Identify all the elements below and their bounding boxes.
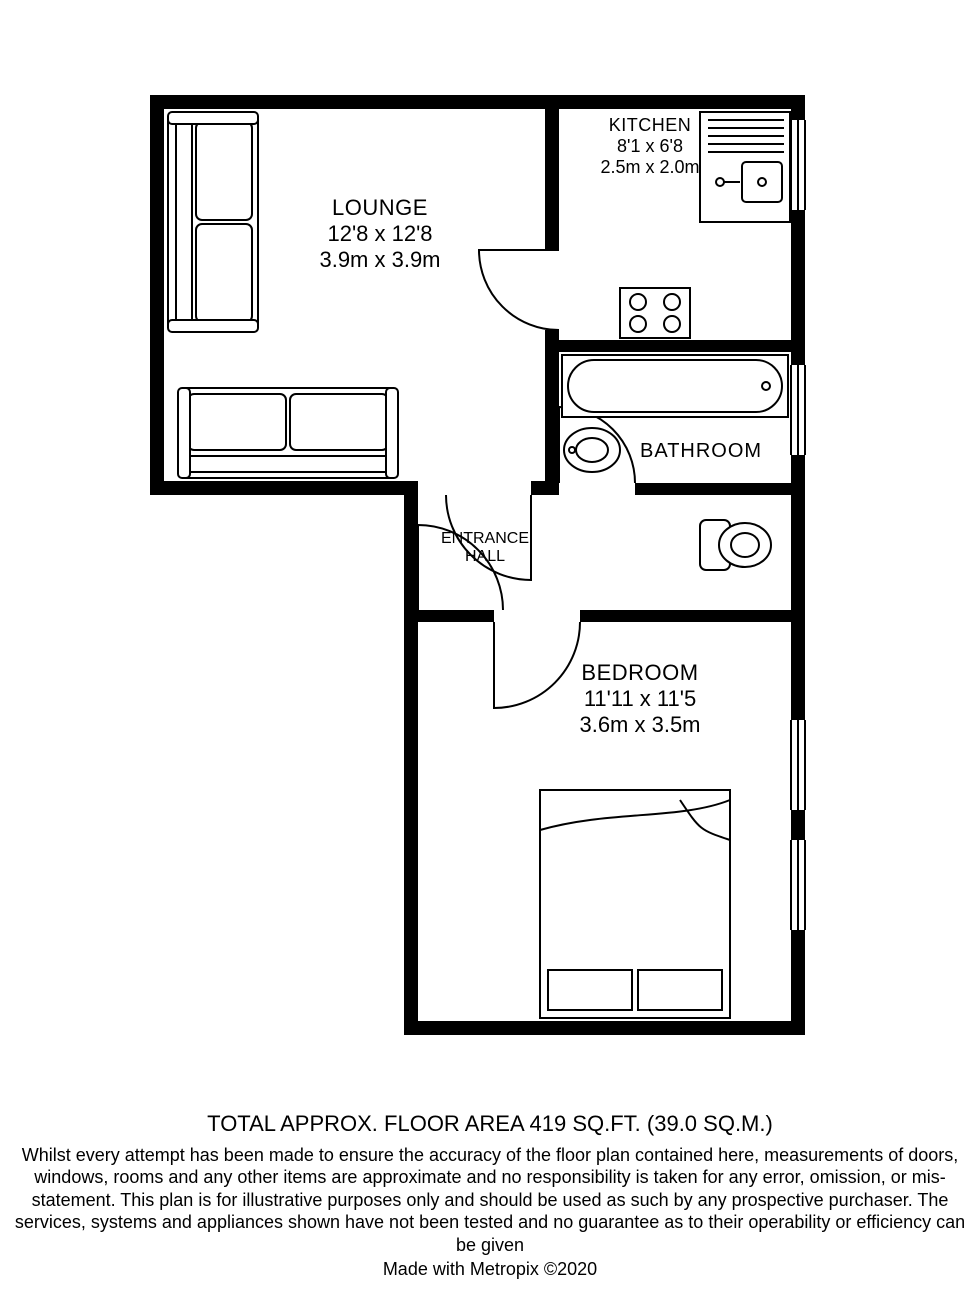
disclaimer-text: Whilst every attempt has been made to en… (0, 1144, 980, 1257)
entrance-name: ENTRANCE (425, 530, 545, 548)
total-area-line: TOTAL APPROX. FLOOR AREA 419 SQ.FT. (39.… (0, 1110, 980, 1138)
bathtub (562, 355, 788, 417)
bedroom-metric: 3.6m x 3.5m (530, 712, 750, 738)
entrance-label: ENTRANCE HALL (425, 530, 545, 567)
toilet (700, 520, 771, 570)
floorplan-canvas: LOUNGE 12'8 x 12'8 3.9m x 3.9m KITCHEN 8… (0, 0, 980, 1298)
basin (564, 428, 620, 472)
lounge-label: LOUNGE 12'8 x 12'8 3.9m x 3.9m (250, 195, 510, 273)
bathroom-label: BATHROOM (640, 440, 762, 463)
sofa-horizontal (178, 388, 398, 478)
bedroom-name: BEDROOM (530, 660, 750, 686)
doors (418, 250, 635, 708)
kitchen-imperial: 8'1 x 6'8 (575, 136, 725, 157)
kitchen-label: KITCHEN 8'1 x 6'8 2.5m x 2.0m (575, 115, 725, 178)
lounge-name: LOUNGE (250, 195, 510, 221)
kitchen-name: KITCHEN (575, 115, 725, 136)
lounge-imperial: 12'8 x 12'8 (250, 221, 510, 247)
entrance-sub: HALL (425, 548, 545, 566)
hob (620, 288, 690, 338)
kitchen-metric: 2.5m x 2.0m (575, 157, 725, 178)
summary-block: TOTAL APPROX. FLOOR AREA 419 SQ.FT. (39.… (0, 1110, 980, 1281)
sofa-vertical (168, 112, 258, 332)
bed (540, 790, 730, 1018)
bedroom-imperial: 11'11 x 11'5 (530, 686, 750, 712)
made-with-line: Made with Metropix ©2020 (0, 1258, 980, 1281)
bedroom-label: BEDROOM 11'11 x 11'5 3.6m x 3.5m (530, 660, 750, 738)
lounge-metric: 3.9m x 3.9m (250, 247, 510, 273)
